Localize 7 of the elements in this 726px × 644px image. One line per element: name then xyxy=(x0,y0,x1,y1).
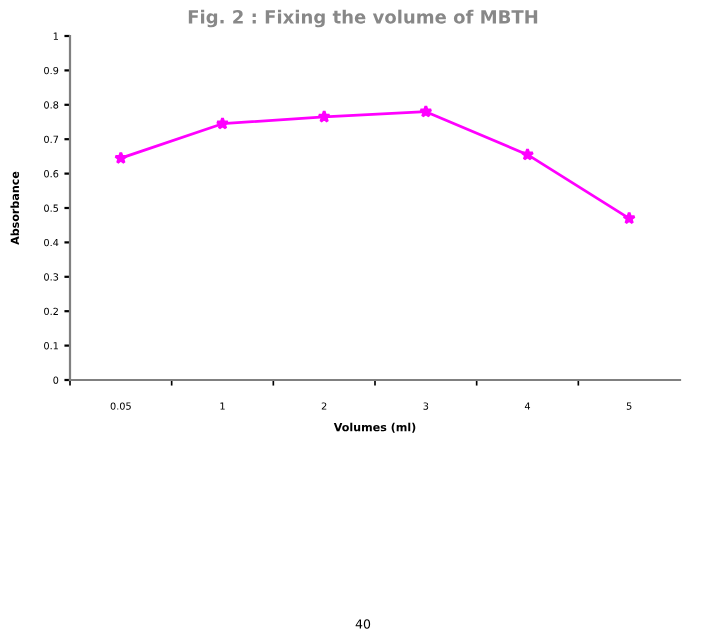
point xyxy=(114,151,128,164)
point xyxy=(520,147,535,161)
point xyxy=(215,116,230,130)
point xyxy=(419,104,433,118)
point xyxy=(622,211,636,225)
point xyxy=(317,109,331,123)
chart-title: Fig. 2 : Fixing the volume of MBTH xyxy=(188,9,538,28)
